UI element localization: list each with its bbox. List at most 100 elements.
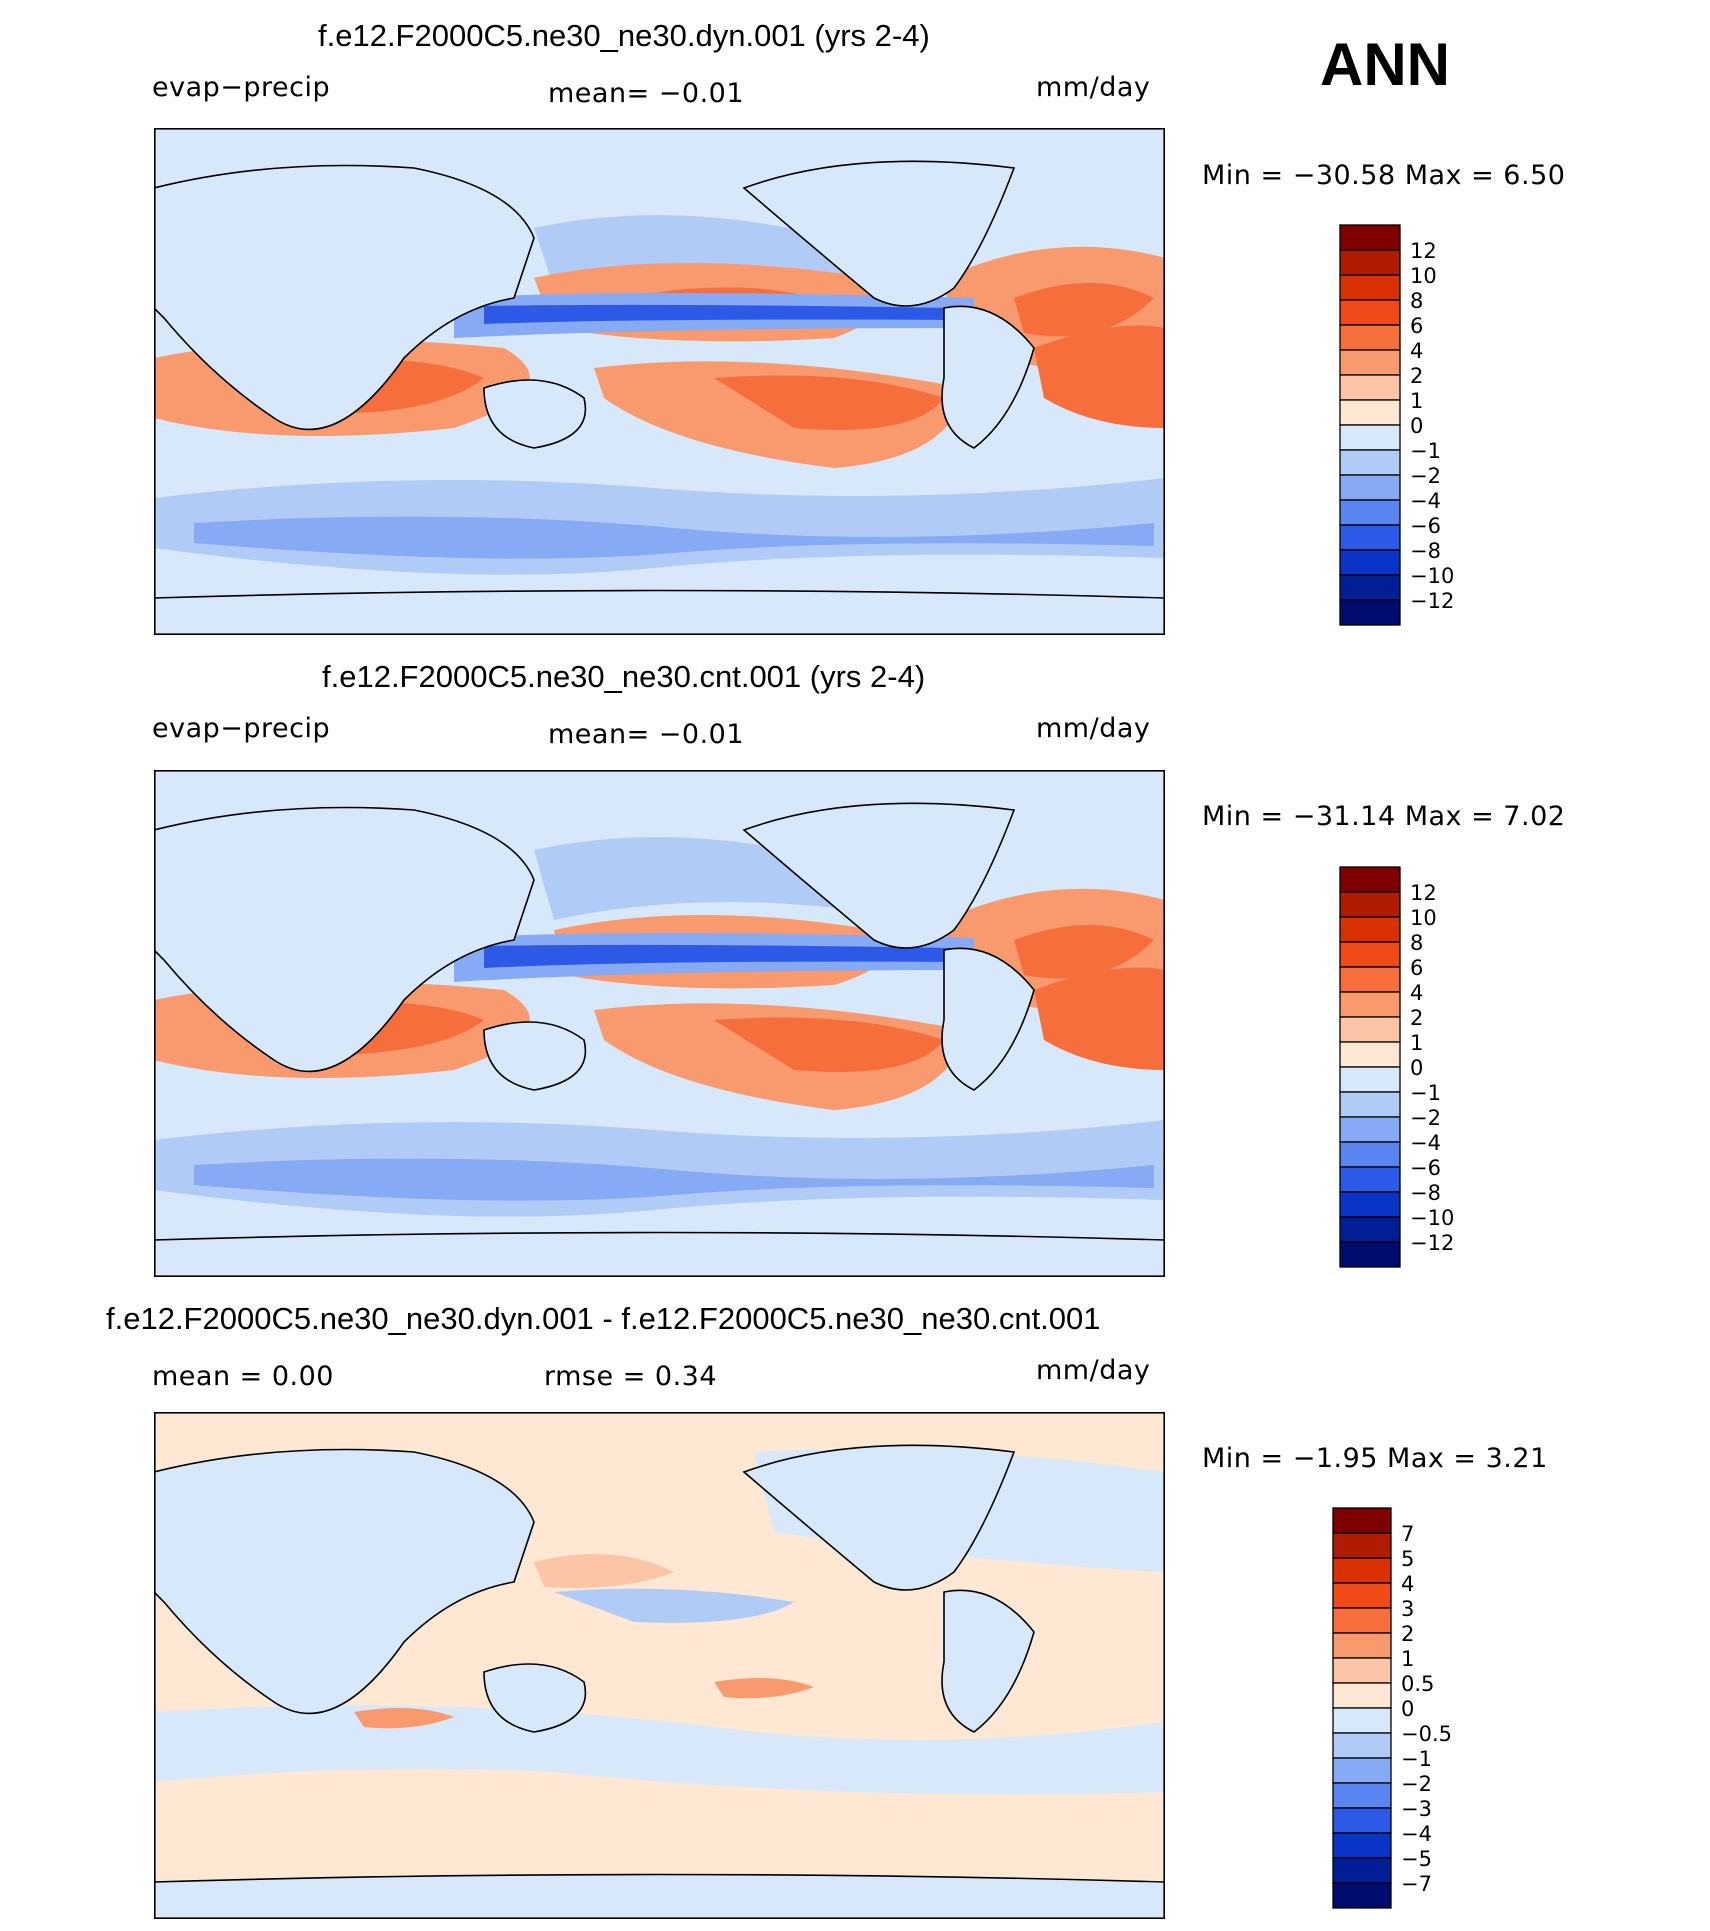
colorbar-swatch bbox=[1339, 1116, 1401, 1143]
australia bbox=[483, 1663, 587, 1733]
negative-patch-3 bbox=[154, 1705, 1165, 1795]
south-atlantic-high bbox=[1034, 967, 1165, 1070]
colorbar-swatch bbox=[1339, 274, 1401, 301]
colorbar-tick-label: 0.5 bbox=[1401, 1672, 1434, 1696]
southern-ocean-band-inner bbox=[194, 1158, 1154, 1201]
colorbar-tick-label: 4 bbox=[1410, 981, 1423, 1005]
colorbar-tick-label: −12 bbox=[1410, 1231, 1454, 1255]
panel-2-min-max: Min = −31.14 Max = 7.02 bbox=[1202, 801, 1566, 832]
colorbar-tick-label: −4 bbox=[1401, 1822, 1432, 1846]
colorbar-swatch bbox=[1339, 499, 1401, 526]
panel-1-min-max: Min = −30.58 Max = 6.50 bbox=[1202, 160, 1566, 191]
colorbar-tick-label: 1 bbox=[1401, 1647, 1414, 1671]
colorbar-tick-label: −0.5 bbox=[1401, 1722, 1452, 1746]
panel-1-units: mm/day bbox=[1036, 72, 1151, 103]
colorbar-tick-label: −5 bbox=[1401, 1847, 1432, 1871]
colorbar-tick-label: 8 bbox=[1410, 931, 1423, 955]
colorbar-swatch bbox=[1339, 1166, 1401, 1193]
south-pacific-core bbox=[714, 375, 944, 430]
colorbar-swatch bbox=[1332, 1557, 1392, 1584]
colorbar-tick-label: −12 bbox=[1410, 589, 1454, 613]
colorbar-tick-label: 0 bbox=[1401, 1697, 1414, 1721]
colorbar-tick-label: −10 bbox=[1410, 1206, 1454, 1230]
colorbar-swatch bbox=[1339, 1041, 1401, 1068]
colorbar-tick-label: −1 bbox=[1401, 1747, 1432, 1771]
panel-3-min-max: Min = −1.95 Max = 3.21 bbox=[1202, 1443, 1548, 1474]
colorbar-tick-label: 4 bbox=[1401, 1572, 1414, 1596]
colorbar-tick-label: 1 bbox=[1410, 389, 1423, 413]
panel-3-title: f.e12.F2000C5.ne30_ne30.dyn.001 - f.e12.… bbox=[106, 1301, 1101, 1336]
colorbar-swatch bbox=[1332, 1832, 1392, 1859]
panel-2-mean: mean= −0.01 bbox=[548, 719, 745, 750]
colorbar-tick-label: 5 bbox=[1401, 1547, 1414, 1571]
colorbar-swatch bbox=[1332, 1807, 1392, 1834]
north-atlantic-core bbox=[1014, 283, 1154, 337]
colorbar-swatch bbox=[1339, 941, 1401, 968]
panel-3-rmse: rmse = 0.34 bbox=[544, 1361, 718, 1392]
colorbar-swatch bbox=[1339, 449, 1401, 476]
colorbar-tick-label: 12 bbox=[1410, 239, 1437, 263]
north-atlantic-core bbox=[1014, 925, 1154, 979]
south-atlantic-high bbox=[1034, 325, 1165, 428]
antarctica bbox=[154, 589, 1165, 635]
colorbar-swatch bbox=[1339, 1141, 1401, 1168]
negative-patch-4 bbox=[554, 1588, 794, 1623]
australia bbox=[483, 379, 587, 449]
positive-patch-3 bbox=[714, 1678, 814, 1699]
antarctica bbox=[154, 1873, 1165, 1919]
colorbar-swatch bbox=[1339, 866, 1401, 893]
colorbar-swatch bbox=[1339, 966, 1401, 993]
colorbar-tick-label: −2 bbox=[1401, 1772, 1432, 1796]
colorbar-swatch bbox=[1339, 1016, 1401, 1043]
colorbar-tick-label: −1 bbox=[1410, 1081, 1441, 1105]
colorbar-tick-label: 10 bbox=[1410, 264, 1437, 288]
south-america bbox=[941, 1589, 1035, 1733]
panel-1-variable: evap−precip bbox=[152, 72, 331, 103]
australia bbox=[483, 1021, 587, 1091]
colorbar-swatch bbox=[1339, 249, 1401, 276]
colorbar-tick-label: 3 bbox=[1401, 1597, 1414, 1621]
colorbar-tick-label: 8 bbox=[1410, 289, 1423, 313]
colorbar-swatch bbox=[1332, 1582, 1392, 1609]
colorbar-swatch bbox=[1332, 1857, 1392, 1884]
colorbar-swatch bbox=[1339, 1066, 1401, 1093]
colorbar-swatch bbox=[1332, 1632, 1392, 1659]
map-frame bbox=[154, 1412, 1165, 1919]
eurasia-africa bbox=[154, 806, 535, 1073]
colorbar-tick-label: 6 bbox=[1410, 956, 1423, 980]
colorbar-tick-label: 0 bbox=[1410, 414, 1423, 438]
colorbar-swatch bbox=[1332, 1782, 1392, 1809]
colorbar-swatch bbox=[1339, 424, 1401, 451]
colorbar-tick-label: 1 bbox=[1410, 1031, 1423, 1055]
colorbar-swatch bbox=[1339, 399, 1401, 426]
colorbar-swatch bbox=[1332, 1732, 1392, 1759]
colorbar-swatch bbox=[1332, 1682, 1392, 1709]
colorbar-swatch bbox=[1332, 1532, 1392, 1559]
colorbar-tick-label: −7 bbox=[1401, 1872, 1432, 1896]
south-america bbox=[941, 305, 1035, 449]
eurasia-africa bbox=[154, 1448, 535, 1715]
colorbar-tick-label: −6 bbox=[1410, 514, 1441, 538]
panel-1-mean: mean= −0.01 bbox=[548, 78, 745, 109]
colorbar-swatch bbox=[1332, 1757, 1392, 1784]
eurasia-africa bbox=[154, 164, 535, 431]
colorbar-swatch bbox=[1339, 599, 1401, 626]
colorbar-tick-label: 0 bbox=[1410, 1056, 1423, 1080]
antarctica bbox=[154, 1231, 1165, 1277]
colorbar-swatch bbox=[1339, 991, 1401, 1018]
map-frame bbox=[154, 128, 1165, 635]
colorbar-swatch bbox=[1339, 324, 1401, 351]
positive-patch-2 bbox=[354, 1708, 454, 1729]
panel-2-title: f.e12.F2000C5.ne30_ne30.cnt.001 (yrs 2-4… bbox=[322, 659, 926, 694]
panel-3-map bbox=[154, 1412, 1165, 1919]
colorbar-tick-label: 12 bbox=[1410, 881, 1437, 905]
colorbar-tick-label: −4 bbox=[1410, 1131, 1441, 1155]
panel-2-map bbox=[154, 770, 1165, 1277]
colorbar-swatch bbox=[1339, 299, 1401, 326]
south-america bbox=[941, 947, 1035, 1091]
colorbar-swatch bbox=[1332, 1607, 1392, 1634]
colorbar-swatch bbox=[1332, 1657, 1392, 1684]
colorbar-swatch bbox=[1339, 1241, 1401, 1268]
